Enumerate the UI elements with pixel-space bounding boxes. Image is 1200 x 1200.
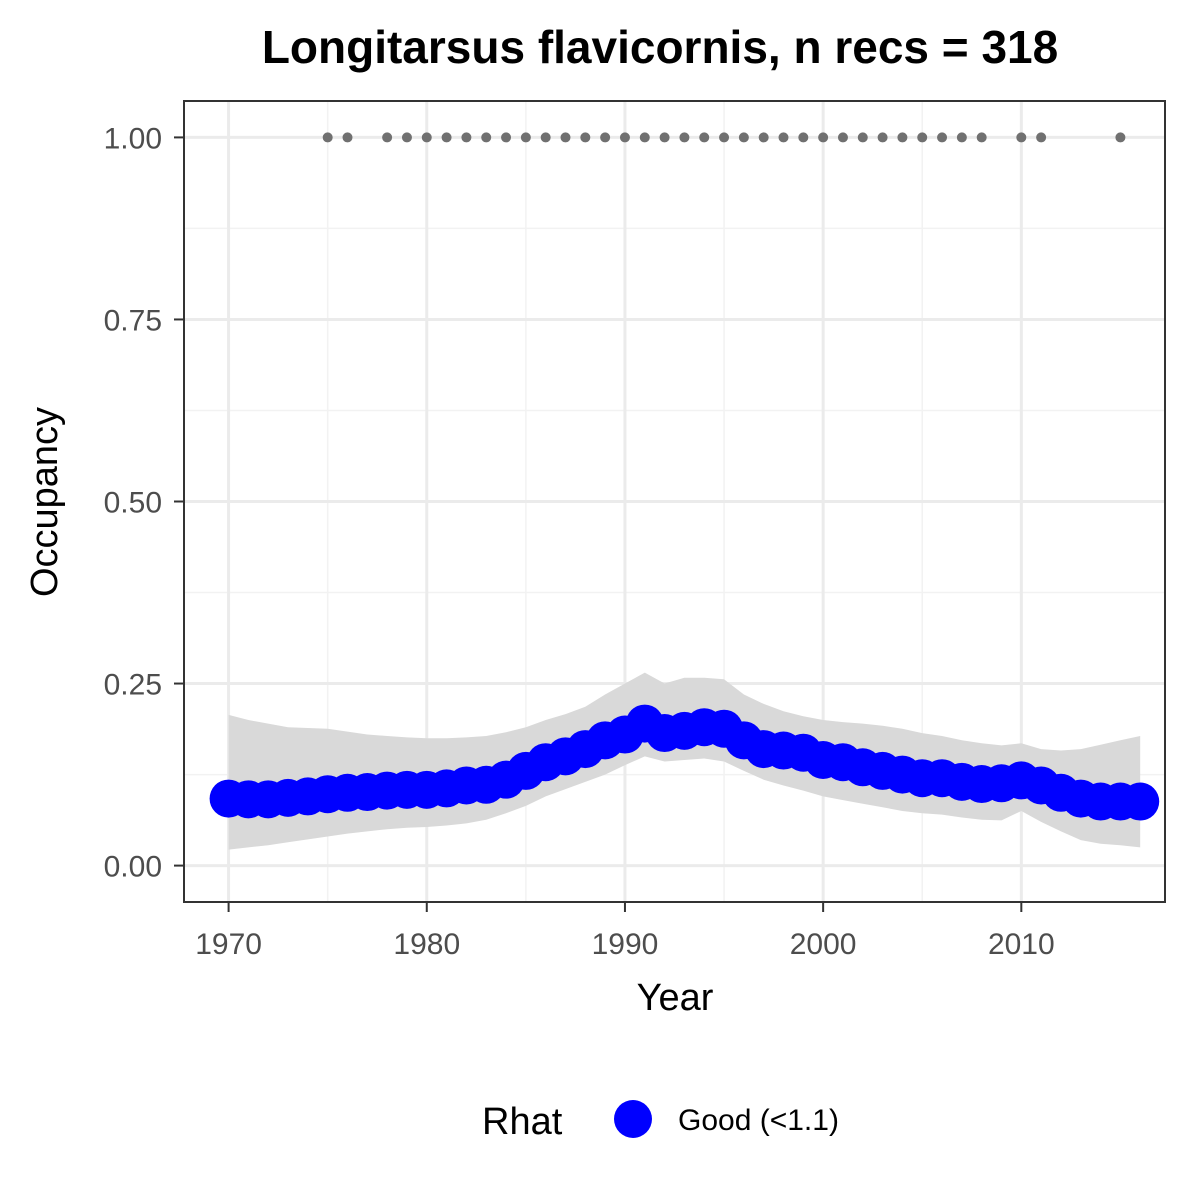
x-tick-label: 1980	[393, 928, 460, 961]
record-point	[956, 132, 967, 143]
record-point	[837, 132, 848, 143]
x-axis-title: Year	[637, 977, 714, 1019]
record-point	[857, 132, 868, 143]
record-point	[1016, 132, 1027, 143]
record-point	[778, 132, 789, 143]
record-point	[619, 132, 630, 143]
record-point	[639, 132, 650, 143]
record-point	[401, 132, 412, 143]
record-point	[600, 132, 611, 143]
record-point	[679, 132, 690, 143]
record-point	[738, 132, 749, 143]
occupancy-point	[1121, 782, 1160, 821]
record-point	[719, 132, 730, 143]
record-point	[798, 132, 809, 143]
x-tick-label: 1970	[195, 928, 262, 961]
chart-title: Longitarsus flavicornis, n recs = 318	[262, 21, 1058, 73]
legend: Rhat Good (<1.1)	[482, 1100, 839, 1143]
record-point	[659, 132, 670, 143]
record-point	[421, 132, 432, 143]
record-point	[699, 132, 710, 143]
record-point	[560, 132, 571, 143]
record-point	[877, 132, 888, 143]
record-point	[481, 132, 492, 143]
confidence-ribbon	[228, 672, 1141, 850]
record-point	[441, 132, 452, 143]
record-point	[818, 132, 829, 143]
y-tick-label: 0.00	[104, 851, 162, 884]
y-axis: 0.00 0.25 0.50 0.75 1.00	[104, 122, 184, 884]
record-point	[1115, 132, 1126, 143]
record-point	[897, 132, 908, 143]
record-point	[917, 132, 928, 143]
x-tick-label: 1990	[592, 928, 659, 961]
record-point	[1036, 132, 1047, 143]
y-tick-label: 1.00	[104, 122, 162, 155]
y-axis-title: Occupancy	[24, 407, 66, 597]
x-tick-label: 2000	[790, 928, 857, 961]
record-point	[520, 132, 531, 143]
record-point	[758, 132, 769, 143]
legend-key-good	[614, 1100, 652, 1138]
occupancy-points	[209, 704, 1160, 821]
record-points	[322, 132, 1126, 143]
y-tick-label: 0.75	[104, 304, 162, 337]
record-point	[501, 132, 512, 143]
record-point	[461, 132, 472, 143]
legend-title: Rhat	[482, 1101, 563, 1143]
record-point	[937, 132, 948, 143]
record-point	[976, 132, 987, 143]
x-tick-label: 2010	[988, 928, 1055, 961]
plot-area	[183, 100, 1166, 903]
y-tick-label: 0.25	[104, 669, 162, 702]
record-point	[580, 132, 591, 143]
record-point	[322, 132, 333, 143]
y-tick-label: 0.50	[104, 487, 162, 520]
record-point	[540, 132, 551, 143]
legend-label-good: Good (<1.1)	[678, 1104, 839, 1137]
x-axis: 1970 1980 1990 2000 2010	[195, 902, 1055, 961]
record-point	[382, 132, 393, 143]
record-point	[342, 132, 353, 143]
